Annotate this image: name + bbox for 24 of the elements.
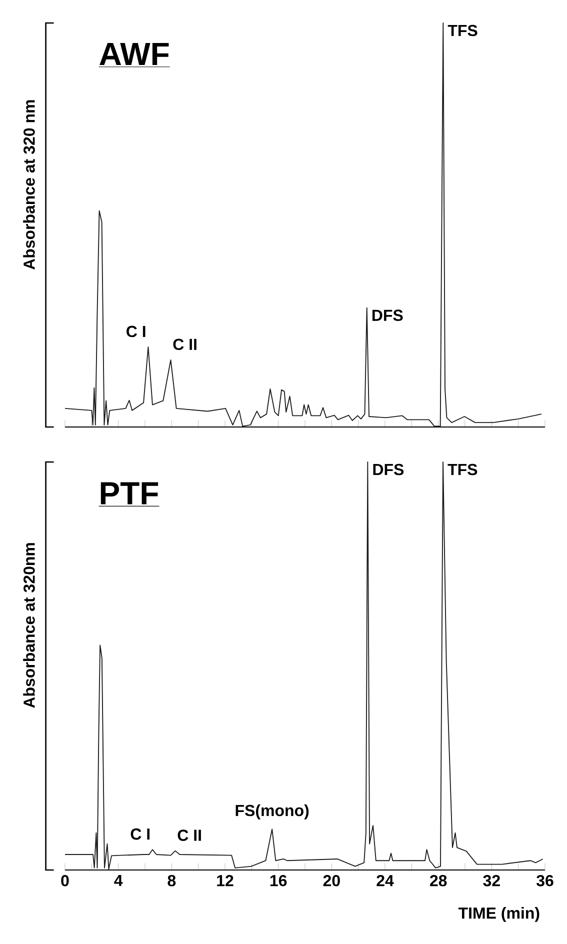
- annotation: C I: [126, 326, 146, 338]
- annotation: C I: [130, 828, 150, 840]
- x-tick-label: 4: [114, 874, 123, 886]
- x-tick-label: 32: [483, 874, 500, 886]
- annotation: FS(mono): [236, 804, 309, 820]
- annotation: C II: [178, 830, 201, 841]
- chart-title: AWF: [100, 42, 169, 65]
- x-tick-label: 36: [536, 874, 554, 886]
- x-tick-label: 20: [323, 874, 340, 886]
- y-axis-title: Absorbance at 320 nm: [23, 100, 35, 270]
- annotation: TFS: [448, 464, 478, 476]
- annotation: DFS: [372, 310, 403, 321]
- annotation: C II: [173, 338, 196, 350]
- x-tick-label: 12: [217, 874, 234, 886]
- x-tick-label: 28: [430, 874, 447, 886]
- annotation: TFS: [448, 24, 478, 36]
- y-axis-title: Absorbance at 320nm: [23, 543, 35, 708]
- x-tick-label: 0: [61, 874, 69, 886]
- x-tick-label: 24: [376, 874, 394, 886]
- annotation: DFS: [373, 464, 404, 476]
- x-tick-label: 8: [168, 874, 176, 886]
- x-tick-label: 16: [270, 874, 287, 886]
- x-axis-title: TIME (min): [458, 906, 540, 922]
- chart-title: PTF: [100, 482, 158, 504]
